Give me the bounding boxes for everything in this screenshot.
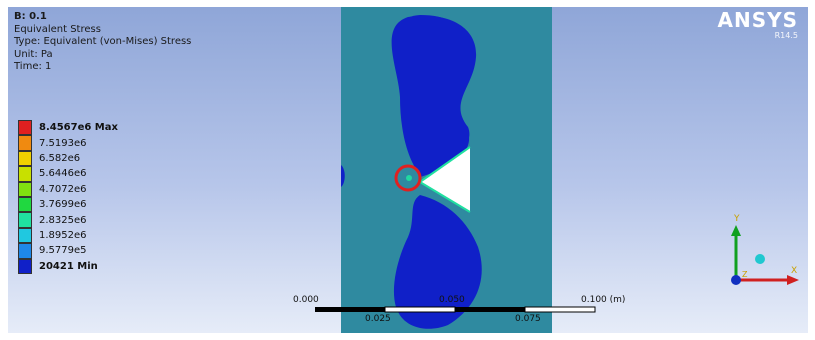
legend-row: 6.582e6 (18, 150, 118, 167)
axis-triad[interactable]: Y X Z (723, 207, 808, 297)
legend-row: 3.7699e6 (18, 196, 118, 213)
triad-x-arrowhead (787, 275, 799, 285)
legend-row: 2.8325e6 (18, 212, 118, 228)
legend-swatch (18, 212, 32, 228)
result-unit: Unit: Pa (14, 48, 53, 60)
triad-x-label: X (791, 266, 797, 276)
triad-y-label: Y (733, 214, 740, 224)
legend-swatch (18, 166, 32, 182)
legend-row: 5.6446e6 (18, 166, 118, 182)
legend-label: 6.582e6 (39, 152, 81, 164)
legend-swatch (18, 227, 32, 244)
legend-label: 5.6446e6 (39, 168, 87, 180)
legend-row: 20421 Min (18, 258, 118, 274)
legend-row: 1.8952e6 (18, 227, 118, 244)
legend-label: 4.7072e6 (39, 183, 87, 195)
max-stress-spot (406, 175, 412, 181)
legend-swatch (18, 120, 32, 136)
logo-brand: ANSYS (717, 8, 798, 32)
legend-label: 2.8325e6 (39, 214, 87, 226)
scale-label-0: 0.000 (293, 295, 319, 305)
legend-swatch (18, 150, 32, 167)
v-notch (420, 147, 470, 212)
triad-iso-ball[interactable] (755, 254, 765, 264)
max-stress-marker[interactable] (394, 164, 422, 192)
legend-row: 4.7072e6 (18, 181, 118, 197)
scale-label-050: 0.050 (439, 295, 465, 305)
legend-swatch (18, 135, 32, 151)
logo-version: R14.5 (774, 31, 798, 40)
legend-swatch (18, 181, 32, 197)
legend-swatch (18, 258, 32, 274)
result-time: Time: 1 (14, 61, 52, 72)
scale-label-025: 0.025 (365, 314, 391, 324)
scale-segment-2 (384, 306, 456, 313)
notch-edge-top (419, 146, 471, 183)
triad-z-label: Z (742, 270, 748, 279)
legend-label: 7.5193e6 (39, 137, 87, 149)
scale-segment-3 (455, 307, 525, 312)
result-type: Type: Equivalent (von-Mises) Stress (14, 36, 192, 47)
scale-label-100: 0.100 (m) (581, 295, 626, 305)
legend-row: 9.5779e5 (18, 243, 118, 259)
low-stress-region-top-fill (391, 15, 477, 175)
legend-label: 3.7699e6 (39, 199, 87, 211)
legend-swatch (18, 243, 32, 259)
triad-y-arrowhead (731, 225, 741, 236)
legend-swatch (18, 196, 32, 213)
analysis-title: B: 0.1 (14, 11, 47, 22)
legend-label: 9.5779e5 (39, 245, 87, 257)
legend-label-max: 8.4567e6 Max (39, 122, 118, 134)
result-name: Equivalent Stress (14, 23, 101, 35)
triad-z-origin (731, 275, 741, 285)
legend-label: 1.8952e6 (39, 229, 87, 241)
scale-bar-graphic (315, 306, 596, 313)
graphics-viewport[interactable]: B: 0.1 Equivalent Stress Type: Equivalen… (8, 7, 808, 333)
scale-segment-1 (315, 307, 385, 312)
low-stress-region-bottom (393, 195, 482, 329)
legend-row: 8.4567e6 Max (18, 120, 118, 136)
low-stress-edge (341, 165, 345, 187)
ansys-logo: ANSYS R14.5 (717, 9, 798, 40)
contour-legend[interactable]: 8.4567e6 Max 7.5193e6 6.582e6 5.6446e6 4… (18, 120, 118, 274)
model-plot[interactable] (8, 7, 808, 333)
scale-bar: 0.000 0.050 0.100 (m) 0.025 0.075 (293, 295, 625, 325)
result-info-annotation: B: 0.1 Equivalent Stress Type: Equivalen… (14, 11, 191, 74)
legend-label-min: 20421 Min (39, 260, 98, 272)
legend-row: 7.5193e6 (18, 135, 118, 151)
scale-label-075: 0.075 (515, 314, 541, 324)
scale-segment-4 (524, 306, 596, 313)
notch-edge-bottom (419, 181, 471, 213)
